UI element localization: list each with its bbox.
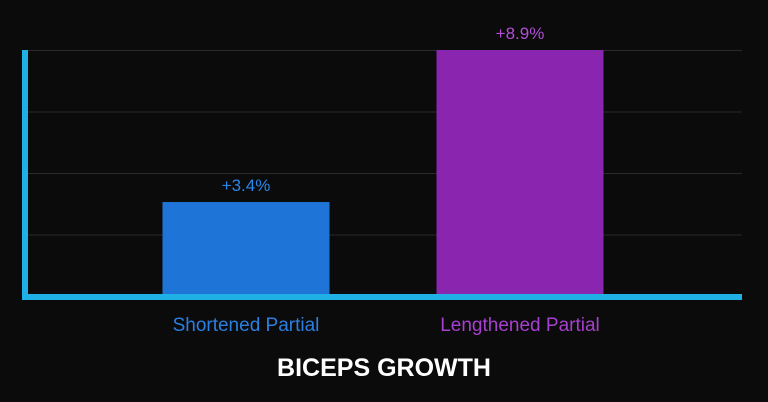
chart-title: BICEPS GROWTH xyxy=(277,354,491,382)
bar-lengthened-partial xyxy=(436,50,604,296)
category-label: Shortened Partial xyxy=(173,315,320,336)
data-label: +3.4% xyxy=(222,176,271,195)
x-axis-line xyxy=(22,294,742,300)
category-label: Lengthened Partial xyxy=(440,315,600,336)
bar-shortened-partial xyxy=(162,202,330,296)
data-label: +8.9% xyxy=(496,24,545,43)
y-axis-line xyxy=(22,50,28,300)
